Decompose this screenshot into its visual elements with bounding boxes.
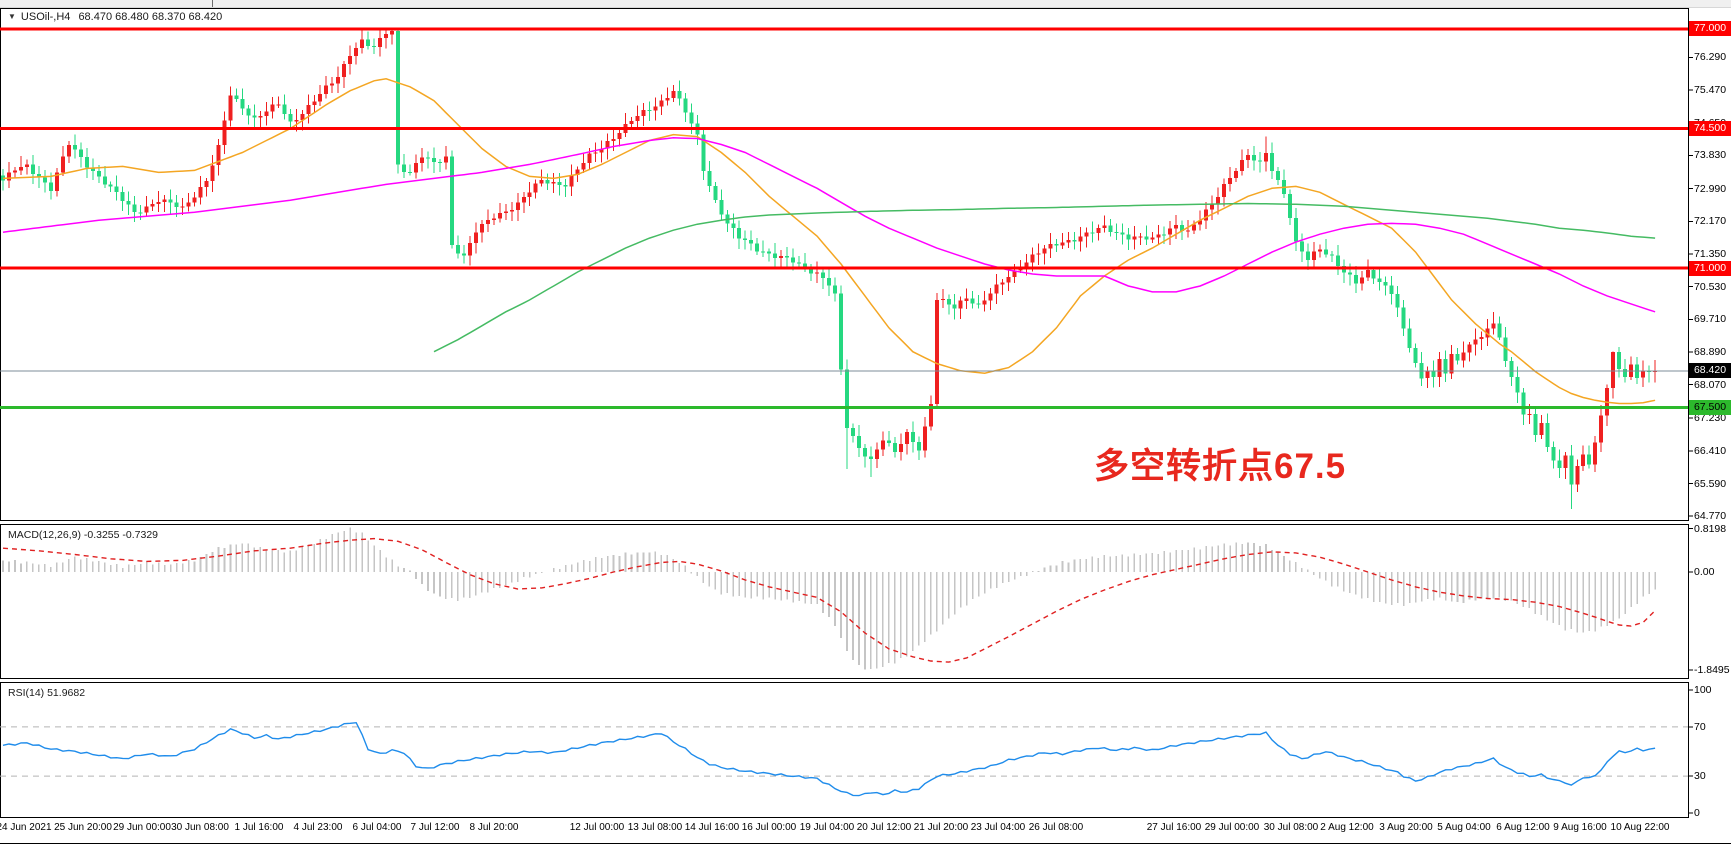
price-tick-label: 67.230: [1694, 412, 1727, 425]
price-tick-label: 68.890: [1694, 346, 1727, 359]
time-tick-label: 25 Jun 20:00: [54, 822, 112, 833]
price-tick-label: 72.170: [1694, 215, 1727, 228]
price-line-label: 74.500: [1689, 121, 1731, 137]
chart-annotation[interactable]: 多空转折点67.5: [1094, 447, 1347, 486]
time-tick-label: 20 Jul 12:00: [856, 822, 912, 833]
time-tick-label: 3 Aug 20:00: [1379, 822, 1433, 833]
price-tick-label: 76.290: [1694, 51, 1727, 64]
price-tick-label: 75.470: [1694, 83, 1727, 96]
time-tick-label: 19 Jul 04:00: [799, 822, 855, 833]
rsi-tick-label: 0: [1694, 807, 1700, 819]
price-line-label: 77.000: [1689, 21, 1731, 37]
price-tick-label: 70.530: [1694, 280, 1727, 293]
top-strip: [0, 0, 1731, 8]
time-tick-label: 5 Aug 04:00: [1437, 822, 1491, 833]
price-tick-label: 71.350: [1694, 248, 1727, 261]
top-strip-divider: [212, 0, 213, 7]
price-tick-label: 68.070: [1694, 378, 1727, 391]
time-tick-label: 29 Jul 00:00: [1204, 822, 1260, 833]
time-tick-label: 2 Aug 12:00: [1320, 822, 1374, 833]
time-tick-label: 13 Jul 08:00: [627, 822, 683, 833]
price-line-label: 71.000: [1689, 260, 1731, 276]
price-tick-label: 65.590: [1694, 477, 1727, 490]
time-tick-label: 26 Jul 08:00: [1028, 822, 1084, 833]
time-tick-label: 4 Jul 23:00: [293, 822, 343, 833]
time-tick-label: 9 Aug 16:00: [1553, 822, 1607, 833]
time-tick-label: 10 Aug 22:00: [1610, 822, 1670, 833]
time-tick-label: 29 Jun 00:00: [113, 822, 171, 833]
price-tick-label: 72.990: [1694, 182, 1727, 195]
macd-panel[interactable]: [0, 524, 1689, 679]
time-tick-label: 1 Jul 16:00: [234, 822, 284, 833]
price-tick-label: 69.710: [1694, 313, 1727, 326]
price-tick-label: 64.770: [1694, 510, 1727, 523]
chart-title: ▼ USOil-,H4 68.470 68.480 68.370 68.420: [8, 11, 222, 23]
rsi-panel[interactable]: [0, 682, 1689, 818]
price-line-label: 67.500: [1689, 399, 1731, 415]
macd-tick-label: 0.00: [1694, 566, 1715, 578]
rsi-tick-label: 70: [1694, 720, 1706, 733]
macd-tick-label: 0.8198: [1694, 522, 1727, 535]
price-tick-label: 73.830: [1694, 149, 1727, 162]
time-tick-label: 30 Jun 08:00: [171, 822, 229, 833]
ohlc-quote: 68.470 68.480 68.370 68.420: [78, 11, 223, 23]
symbol-timeframe: USOil-,H4: [20, 11, 71, 23]
macd-tick-label: -1.8495: [1694, 664, 1730, 677]
main-chart-panel[interactable]: [0, 8, 1689, 521]
price-tick-label: 66.410: [1694, 444, 1727, 457]
rsi-tick-label: 100: [1694, 683, 1712, 696]
symbol-dropdown-icon[interactable]: ▼: [8, 12, 16, 21]
time-tick-label: 27 Jul 16:00: [1146, 822, 1202, 833]
rsi-indicator-label: RSI(14) 51.9682: [8, 687, 86, 699]
time-tick-label: 23 Jul 04:00: [970, 822, 1026, 833]
time-tick-label: 6 Jul 04:00: [352, 822, 402, 833]
time-tick-label: 7 Jul 12:00: [410, 822, 460, 833]
window-bottom-edge: [0, 843, 1731, 844]
time-tick-label: 24 Jun 2021: [0, 822, 52, 833]
time-tick-label: 30 Jul 08:00: [1263, 822, 1319, 833]
price-tick-label: 77.110: [1694, 18, 1726, 31]
time-tick-label: 12 Jul 00:00: [569, 822, 625, 833]
time-tick-label: 16 Jul 00:00: [741, 822, 797, 833]
macd-indicator-label: MACD(12,26,9) -0.3255 -0.7329: [8, 529, 158, 541]
price-line-label: 68.420: [1689, 363, 1731, 379]
time-tick-label: 6 Aug 12:00: [1496, 822, 1550, 833]
price-tick-label: 74.650: [1694, 116, 1727, 129]
time-tick-label: 8 Jul 20:00: [469, 822, 519, 833]
time-tick-label: 14 Jul 16:00: [684, 822, 740, 833]
rsi-tick-label: 30: [1694, 770, 1706, 783]
time-tick-label: 21 Jul 20:00: [913, 822, 969, 833]
